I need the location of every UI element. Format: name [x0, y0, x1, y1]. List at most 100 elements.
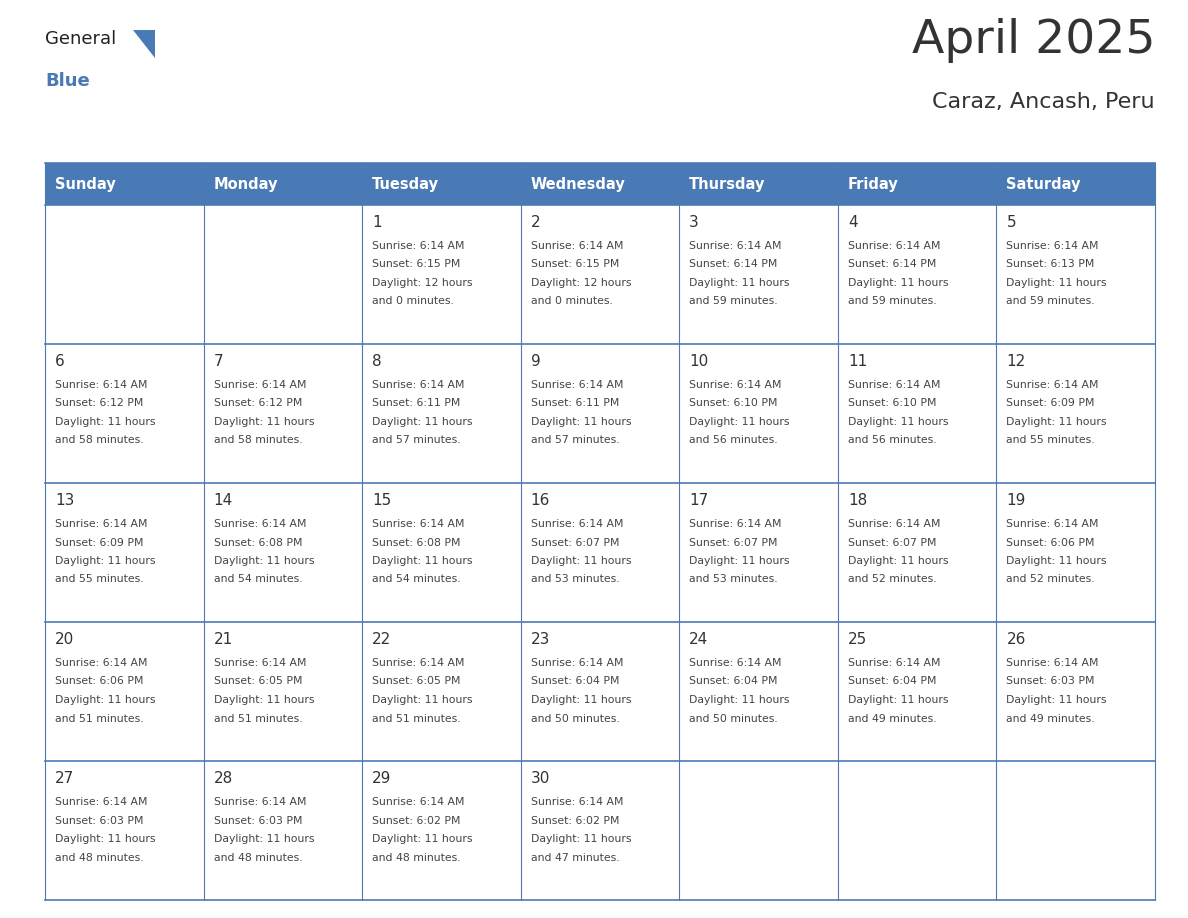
Bar	[362, 205, 520, 344]
Bar	[520, 483, 680, 622]
Text: Blue: Blue	[45, 72, 90, 90]
Text: and 51 minutes.: and 51 minutes.	[55, 713, 144, 723]
Text: Sunset: 6:12 PM: Sunset: 6:12 PM	[214, 398, 302, 409]
Bar	[203, 344, 362, 483]
Text: and 59 minutes.: and 59 minutes.	[689, 297, 778, 307]
Text: Sunrise: 6:14 AM: Sunrise: 6:14 AM	[214, 658, 307, 668]
Text: and 0 minutes.: and 0 minutes.	[531, 297, 613, 307]
Bar	[362, 761, 520, 900]
Bar	[997, 205, 1155, 344]
Text: 14: 14	[214, 493, 233, 508]
Text: Sunset: 6:08 PM: Sunset: 6:08 PM	[214, 538, 302, 547]
Text: Sunday: Sunday	[55, 176, 115, 192]
Text: and 50 minutes.: and 50 minutes.	[531, 713, 619, 723]
Text: Daylight: 11 hours: Daylight: 11 hours	[848, 695, 948, 705]
Text: Sunset: 6:03 PM: Sunset: 6:03 PM	[55, 815, 144, 825]
Text: Sunset: 6:12 PM: Sunset: 6:12 PM	[55, 398, 144, 409]
Text: and 49 minutes.: and 49 minutes.	[1006, 713, 1095, 723]
Bar	[997, 761, 1155, 900]
Text: Daylight: 11 hours: Daylight: 11 hours	[55, 834, 156, 844]
Bar	[680, 344, 838, 483]
Text: 15: 15	[372, 493, 391, 508]
Bar	[680, 205, 838, 344]
Text: 19: 19	[1006, 493, 1025, 508]
Text: 11: 11	[848, 354, 867, 369]
Bar	[838, 622, 997, 761]
Bar	[45, 483, 203, 622]
Text: Sunrise: 6:14 AM: Sunrise: 6:14 AM	[372, 797, 465, 807]
Text: Daylight: 11 hours: Daylight: 11 hours	[372, 695, 473, 705]
Text: and 52 minutes.: and 52 minutes.	[848, 575, 936, 585]
Text: 16: 16	[531, 493, 550, 508]
Text: and 57 minutes.: and 57 minutes.	[372, 435, 461, 445]
Text: Sunrise: 6:14 AM: Sunrise: 6:14 AM	[55, 380, 147, 390]
Text: Daylight: 11 hours: Daylight: 11 hours	[1006, 556, 1107, 566]
Text: Daylight: 11 hours: Daylight: 11 hours	[531, 834, 631, 844]
Text: Sunrise: 6:14 AM: Sunrise: 6:14 AM	[689, 241, 782, 251]
Bar	[45, 344, 203, 483]
Text: and 48 minutes.: and 48 minutes.	[55, 853, 144, 863]
Bar	[838, 761, 997, 900]
Text: Daylight: 11 hours: Daylight: 11 hours	[531, 695, 631, 705]
Text: Daylight: 11 hours: Daylight: 11 hours	[214, 417, 314, 427]
Text: 25: 25	[848, 632, 867, 647]
Bar	[680, 622, 838, 761]
Bar	[203, 483, 362, 622]
Bar	[838, 205, 997, 344]
Text: and 54 minutes.: and 54 minutes.	[214, 575, 302, 585]
Text: Thursday: Thursday	[689, 176, 765, 192]
Bar	[362, 483, 520, 622]
Text: and 48 minutes.: and 48 minutes.	[372, 853, 461, 863]
Text: Sunrise: 6:14 AM: Sunrise: 6:14 AM	[531, 797, 624, 807]
Text: and 56 minutes.: and 56 minutes.	[689, 435, 778, 445]
Text: Daylight: 11 hours: Daylight: 11 hours	[55, 417, 156, 427]
Text: Sunrise: 6:14 AM: Sunrise: 6:14 AM	[531, 241, 624, 251]
Text: and 57 minutes.: and 57 minutes.	[531, 435, 619, 445]
Text: and 47 minutes.: and 47 minutes.	[531, 853, 619, 863]
Text: Sunset: 6:13 PM: Sunset: 6:13 PM	[1006, 260, 1095, 270]
Text: Daylight: 12 hours: Daylight: 12 hours	[531, 278, 631, 288]
Text: 30: 30	[531, 771, 550, 786]
Bar	[45, 163, 1155, 205]
Text: and 59 minutes.: and 59 minutes.	[1006, 297, 1095, 307]
Text: Sunset: 6:10 PM: Sunset: 6:10 PM	[848, 398, 936, 409]
Text: Daylight: 12 hours: Daylight: 12 hours	[372, 278, 473, 288]
Text: 20: 20	[55, 632, 74, 647]
Text: Tuesday: Tuesday	[372, 176, 440, 192]
Bar	[680, 761, 838, 900]
Text: Sunset: 6:03 PM: Sunset: 6:03 PM	[1006, 677, 1095, 687]
Bar	[838, 344, 997, 483]
Text: Sunset: 6:15 PM: Sunset: 6:15 PM	[531, 260, 619, 270]
Text: Daylight: 11 hours: Daylight: 11 hours	[848, 556, 948, 566]
Text: Sunset: 6:06 PM: Sunset: 6:06 PM	[1006, 538, 1095, 547]
Text: 4: 4	[848, 215, 858, 230]
Bar	[362, 622, 520, 761]
Text: 2: 2	[531, 215, 541, 230]
Text: Daylight: 11 hours: Daylight: 11 hours	[1006, 417, 1107, 427]
Text: and 56 minutes.: and 56 minutes.	[848, 435, 936, 445]
Text: Sunrise: 6:14 AM: Sunrise: 6:14 AM	[55, 658, 147, 668]
Text: and 51 minutes.: and 51 minutes.	[372, 713, 461, 723]
Bar	[45, 761, 203, 900]
Text: Sunset: 6:05 PM: Sunset: 6:05 PM	[214, 677, 302, 687]
Text: 5: 5	[1006, 215, 1016, 230]
Text: Sunrise: 6:14 AM: Sunrise: 6:14 AM	[55, 797, 147, 807]
Bar	[362, 344, 520, 483]
Text: Friday: Friday	[848, 176, 898, 192]
Text: Sunset: 6:07 PM: Sunset: 6:07 PM	[689, 538, 778, 547]
Text: 18: 18	[848, 493, 867, 508]
Bar	[997, 483, 1155, 622]
Bar	[997, 344, 1155, 483]
Text: Daylight: 11 hours: Daylight: 11 hours	[372, 834, 473, 844]
Text: Sunset: 6:08 PM: Sunset: 6:08 PM	[372, 538, 461, 547]
Bar	[203, 622, 362, 761]
Bar	[45, 205, 203, 344]
Text: Daylight: 11 hours: Daylight: 11 hours	[214, 556, 314, 566]
Text: Sunrise: 6:14 AM: Sunrise: 6:14 AM	[848, 241, 941, 251]
Text: Sunrise: 6:14 AM: Sunrise: 6:14 AM	[848, 380, 941, 390]
Bar	[203, 761, 362, 900]
Text: 6: 6	[55, 354, 65, 369]
Text: 24: 24	[689, 632, 708, 647]
Text: Daylight: 11 hours: Daylight: 11 hours	[689, 417, 790, 427]
Bar	[520, 622, 680, 761]
